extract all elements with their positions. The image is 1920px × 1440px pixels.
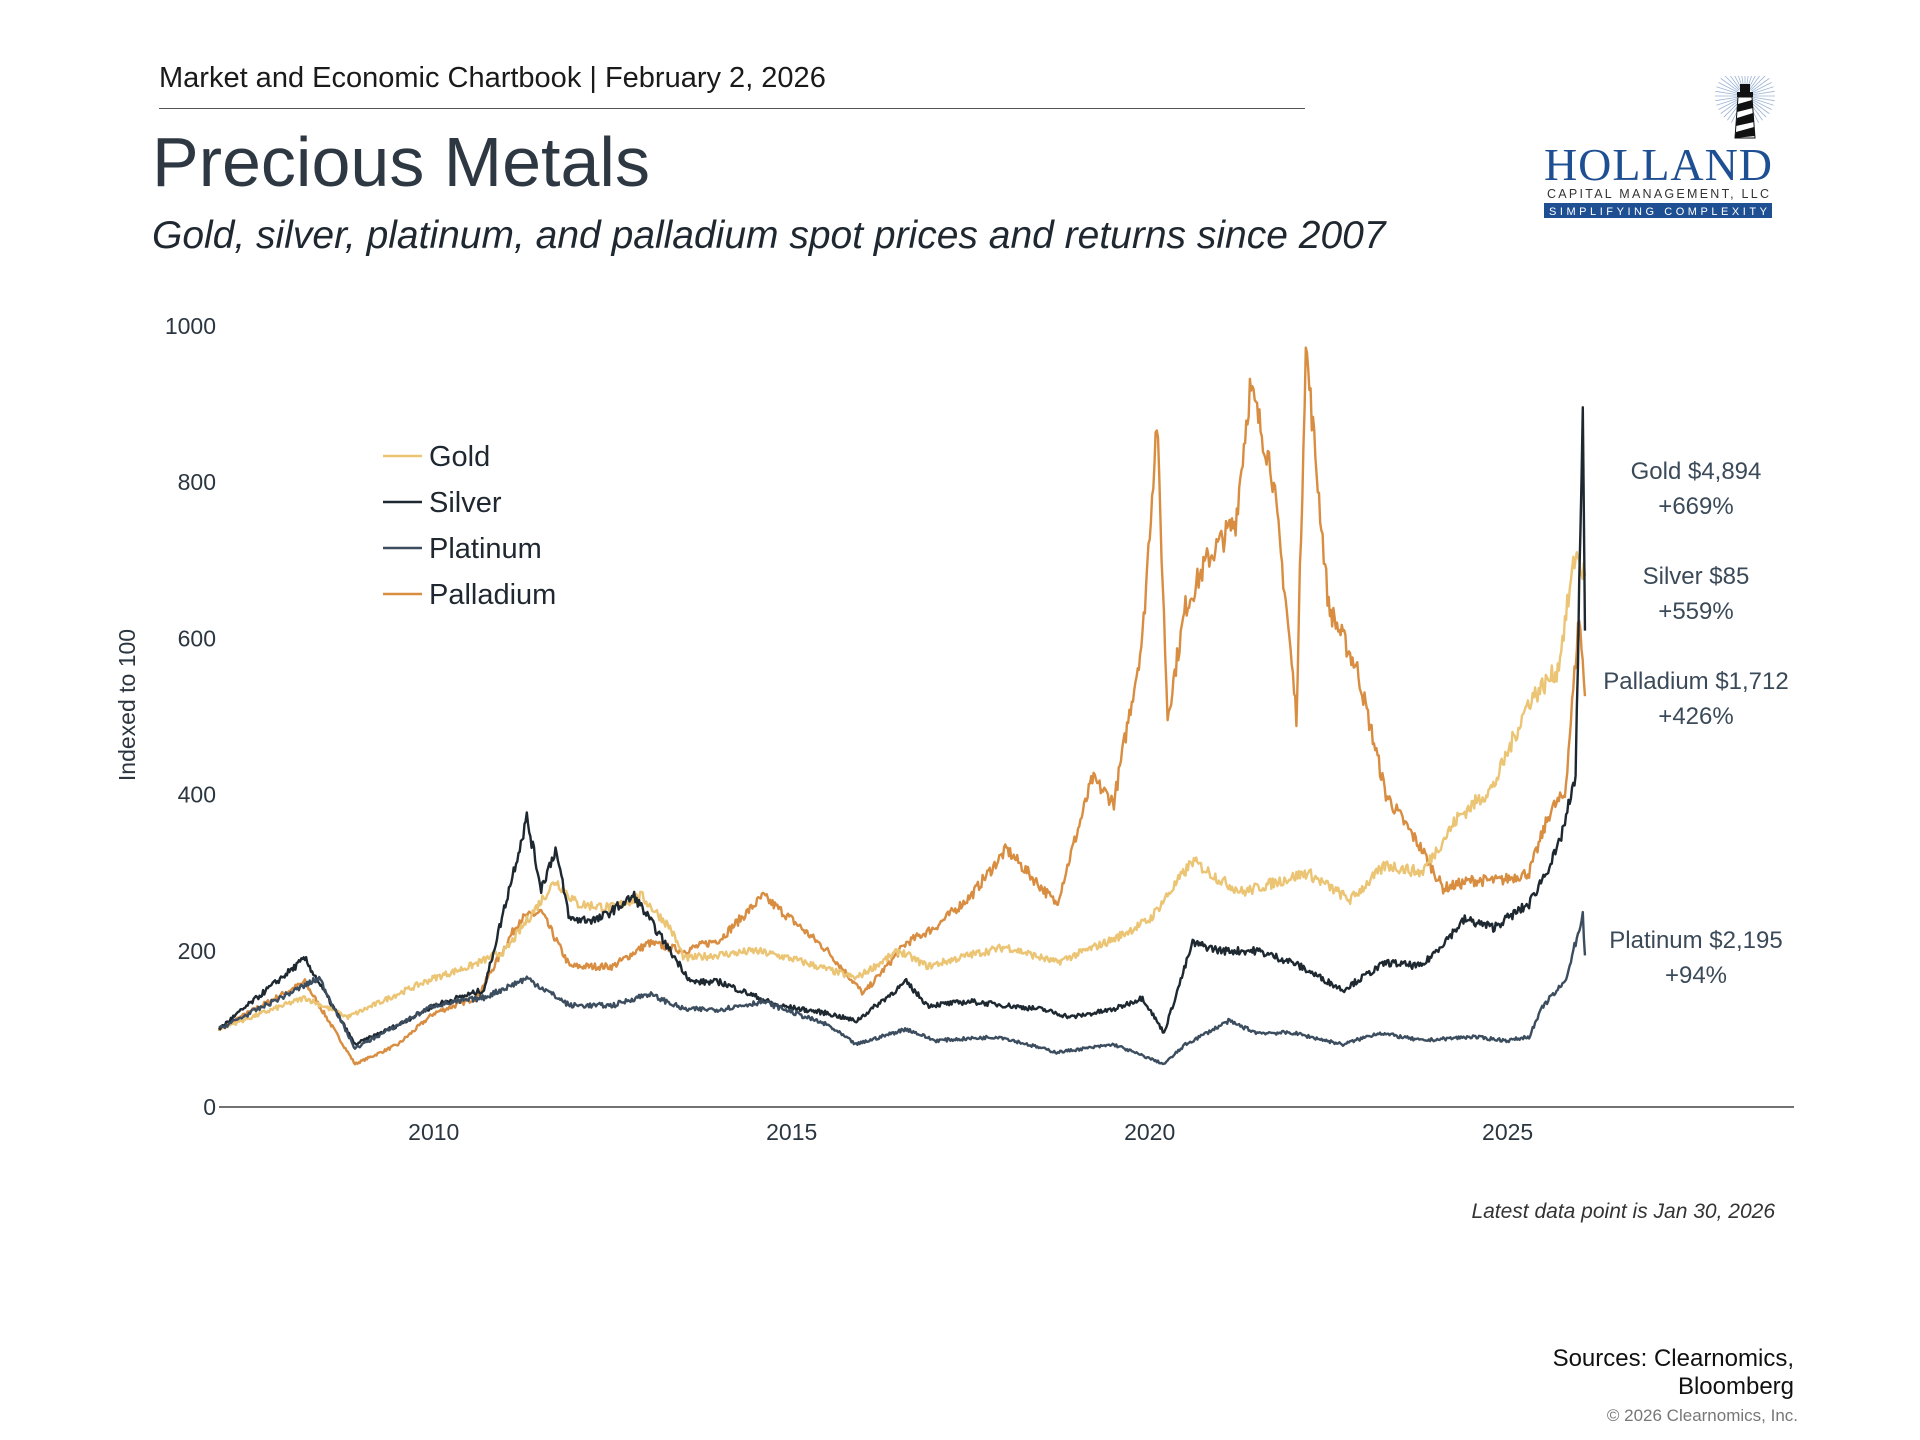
annotation-price: Platinum $2,195: [1609, 927, 1782, 954]
y-tick-label: 600: [178, 625, 216, 651]
annotation-return: +426%: [1658, 703, 1733, 730]
copyright: © 2026 Clearnomics, Inc.: [1606, 1406, 1798, 1425]
legend-label: Gold: [429, 441, 490, 473]
annotation-price: Silver $85: [1643, 563, 1750, 590]
logo-line2: CAPITAL MANAGEMENT, LLC: [1547, 187, 1769, 201]
annotation-return: +559%: [1658, 598, 1733, 625]
page-title: Precious Metals: [152, 123, 650, 201]
series-line-silver: [218, 406, 1587, 1046]
holland-logo: HOLLAND CAPITAL MANAGEMENT, LLC SIMPLIFY…: [1544, 76, 1775, 218]
page-subtitle: Gold, silver, platinum, and palladium sp…: [152, 214, 1386, 257]
annotation-return: +669%: [1658, 493, 1733, 520]
series-line-palladium: [217, 346, 1587, 1066]
y-tick-label: 800: [178, 469, 216, 495]
x-tick-label: 2015: [766, 1119, 817, 1145]
legend-label: Platinum: [429, 533, 542, 565]
annotation-return: +94%: [1665, 962, 1727, 989]
annotation-price: Palladium $1,712: [1603, 668, 1788, 695]
y-tick-label: 0: [203, 1094, 216, 1120]
y-tick-label: 200: [178, 938, 216, 964]
logo-name: HOLLAND: [1544, 139, 1772, 190]
lighthouse-icon: [1715, 76, 1775, 139]
y-axis-label: Indexed to 100: [114, 629, 140, 781]
x-tick-label: 2010: [408, 1119, 459, 1145]
header-divider: [159, 108, 1305, 109]
sources-line1: Sources: Clearnomics,: [1552, 1345, 1794, 1372]
y-tick-label: 1000: [165, 313, 216, 339]
x-tick-label: 2020: [1124, 1119, 1175, 1145]
series-line-platinum: [218, 910, 1587, 1066]
latest-data-note: Latest data point is Jan 30, 2026: [1471, 1200, 1775, 1223]
y-tick-label: 400: [178, 782, 216, 808]
x-tick-label: 2025: [1482, 1119, 1533, 1145]
legend-label: Palladium: [429, 579, 556, 611]
series-line-gold: [218, 551, 1587, 1032]
annotation-price: Gold $4,894: [1631, 458, 1762, 485]
sources-line2: Bloomberg: [1677, 1373, 1794, 1400]
legend-label: Silver: [429, 487, 502, 519]
sources: Sources: Clearnomics, Bloomberg: [1553, 1345, 1794, 1401]
chartbook-header: Market and Economic Chartbook | February…: [159, 62, 826, 94]
